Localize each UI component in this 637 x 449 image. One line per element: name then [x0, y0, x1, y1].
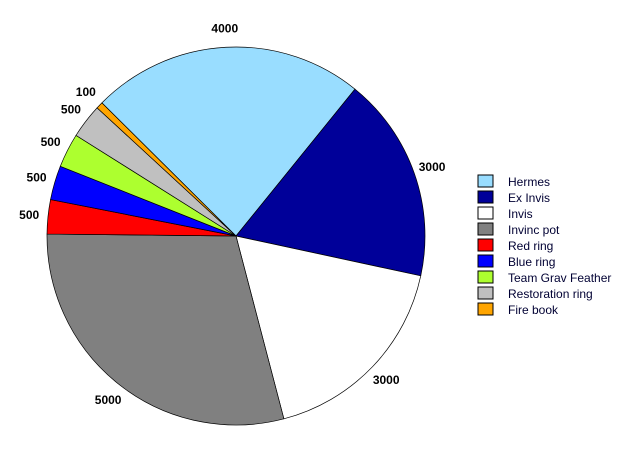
legend-swatch: [477, 270, 494, 284]
legend-label: Ex Invis: [508, 191, 550, 205]
legend-swatch: [477, 238, 494, 252]
legend-swatch: [477, 254, 494, 268]
data-label: 500: [19, 208, 39, 222]
legend-swatch: [477, 302, 494, 316]
data-label: 100: [76, 85, 96, 99]
data-label: 5000: [95, 393, 122, 407]
pie-slice-ex-invis: [235, 88, 426, 277]
data-label: 3000: [373, 373, 400, 387]
legend-label: Team Grav Feather: [508, 271, 611, 285]
pie-slice-invis: [235, 235, 422, 420]
legend-swatch: [477, 174, 494, 188]
legend-label: Invis: [508, 207, 533, 221]
legend-swatch: [477, 190, 494, 204]
legend-swatch: [477, 286, 494, 300]
data-label: 3000: [419, 160, 446, 174]
legend-label: Blue ring: [508, 255, 555, 269]
legend-label: Hermes: [508, 175, 550, 189]
legend-label: Restoration ring: [508, 287, 593, 301]
legend-label: Fire book: [508, 303, 559, 317]
pie-slice-hermes: [101, 46, 356, 237]
legend-label: Invinc pot: [508, 223, 560, 237]
legend-swatch: [477, 206, 494, 220]
data-label: 500: [27, 170, 47, 184]
pie-slice-invinc-pot: [46, 233, 285, 426]
data-label: 4000: [211, 21, 238, 35]
legend-label: Red ring: [508, 239, 553, 253]
legend-swatch: [477, 222, 494, 236]
data-label: 500: [41, 135, 61, 149]
data-label: 500: [61, 103, 81, 117]
pie-slice-fire-book: [96, 102, 237, 237]
